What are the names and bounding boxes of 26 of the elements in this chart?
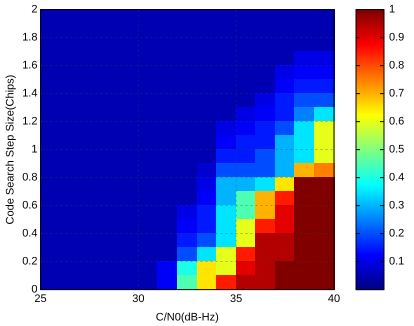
y-tick-label: 1 xyxy=(31,144,38,156)
y-tick-label: 2 xyxy=(31,4,38,16)
color-bar-label: 0.3 xyxy=(389,200,404,212)
color-bar-label: 0.9 xyxy=(389,32,404,44)
color-bar-label: 0.6 xyxy=(389,116,404,128)
color-bar-label: 0.1 xyxy=(389,256,404,268)
x-tick-label: 30 xyxy=(132,293,144,306)
color-bar-label: 0.5 xyxy=(389,144,404,156)
color-bar-label: 0.8 xyxy=(389,60,404,72)
y-tick-label: 1.8 xyxy=(22,32,38,44)
y-axis-title: Code Search Step Size(Chips) xyxy=(4,74,17,224)
color-bar-label: 0.2 xyxy=(389,228,404,240)
y-tick-label: 0.8 xyxy=(22,172,38,184)
color-bar-label: 0.4 xyxy=(389,172,404,184)
y-tick-label: 0.4 xyxy=(22,228,38,240)
y-tick-label: 1.4 xyxy=(22,88,38,100)
y-tick-label: 1.2 xyxy=(22,116,38,128)
x-tick-label: 35 xyxy=(230,293,242,306)
x-tick-label: 25 xyxy=(34,293,47,306)
y-tick-label: 0.2 xyxy=(22,256,38,268)
y-tick-label: 1.6 xyxy=(22,60,38,72)
x-axis-title: C/N0(dB-Hz) xyxy=(156,311,219,324)
color-bar-label: 1 xyxy=(389,4,396,16)
color-bar-label: 0.7 xyxy=(389,88,404,100)
x-tick-label: 40 xyxy=(328,293,340,306)
y-tick-label: 0.6 xyxy=(22,200,38,212)
